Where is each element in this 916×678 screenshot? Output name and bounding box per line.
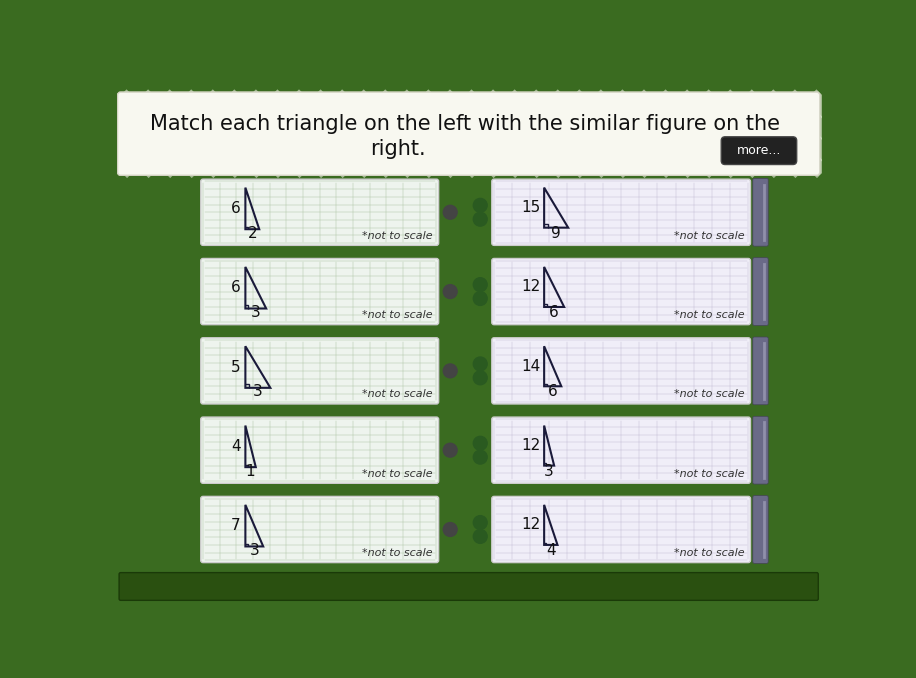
Circle shape bbox=[474, 371, 487, 384]
Text: 1: 1 bbox=[245, 464, 256, 479]
Text: 3: 3 bbox=[253, 384, 263, 399]
Circle shape bbox=[474, 450, 487, 464]
Text: 2: 2 bbox=[247, 226, 257, 241]
Text: *not to scale: *not to scale bbox=[362, 231, 432, 241]
Circle shape bbox=[474, 530, 487, 543]
Text: 4: 4 bbox=[546, 543, 556, 558]
Text: 14: 14 bbox=[522, 359, 541, 374]
Text: 15: 15 bbox=[522, 200, 541, 215]
Text: 6: 6 bbox=[231, 280, 241, 295]
Text: 6: 6 bbox=[548, 384, 558, 399]
FancyBboxPatch shape bbox=[753, 337, 769, 405]
Text: 12: 12 bbox=[522, 279, 541, 294]
Circle shape bbox=[474, 278, 487, 292]
Text: 3: 3 bbox=[544, 464, 554, 479]
Text: *not to scale: *not to scale bbox=[362, 548, 432, 558]
Circle shape bbox=[474, 516, 487, 530]
Text: 12: 12 bbox=[522, 517, 541, 532]
FancyBboxPatch shape bbox=[753, 496, 769, 563]
FancyBboxPatch shape bbox=[117, 92, 820, 176]
FancyBboxPatch shape bbox=[201, 258, 439, 325]
Text: 12: 12 bbox=[522, 438, 541, 453]
Text: *not to scale: *not to scale bbox=[673, 310, 745, 320]
Text: *not to scale: *not to scale bbox=[362, 389, 432, 399]
Text: *not to scale: *not to scale bbox=[673, 548, 745, 558]
FancyBboxPatch shape bbox=[492, 496, 750, 563]
FancyBboxPatch shape bbox=[119, 573, 818, 600]
FancyBboxPatch shape bbox=[492, 338, 750, 404]
Text: more...: more... bbox=[736, 144, 781, 157]
Text: 4: 4 bbox=[231, 439, 241, 454]
Circle shape bbox=[443, 523, 457, 536]
Circle shape bbox=[443, 285, 457, 298]
Circle shape bbox=[474, 292, 487, 305]
Text: *not to scale: *not to scale bbox=[673, 231, 745, 241]
Circle shape bbox=[443, 364, 457, 378]
FancyBboxPatch shape bbox=[492, 258, 750, 325]
Text: right.: right. bbox=[370, 139, 426, 159]
Text: *not to scale: *not to scale bbox=[362, 310, 432, 320]
FancyBboxPatch shape bbox=[753, 258, 769, 325]
Text: 9: 9 bbox=[551, 226, 561, 241]
Text: 7: 7 bbox=[231, 518, 241, 533]
FancyBboxPatch shape bbox=[492, 417, 750, 483]
FancyBboxPatch shape bbox=[753, 178, 769, 246]
Text: *not to scale: *not to scale bbox=[673, 468, 745, 479]
Text: 3: 3 bbox=[249, 543, 259, 558]
Circle shape bbox=[474, 437, 487, 450]
Circle shape bbox=[443, 205, 457, 219]
Text: 5: 5 bbox=[231, 359, 241, 374]
FancyBboxPatch shape bbox=[721, 137, 797, 165]
Text: *not to scale: *not to scale bbox=[362, 468, 432, 479]
Circle shape bbox=[474, 199, 487, 212]
FancyBboxPatch shape bbox=[201, 496, 439, 563]
Text: 6: 6 bbox=[550, 305, 559, 320]
Circle shape bbox=[443, 443, 457, 457]
FancyBboxPatch shape bbox=[753, 416, 769, 484]
Circle shape bbox=[474, 212, 487, 226]
Text: *not to scale: *not to scale bbox=[673, 389, 745, 399]
FancyBboxPatch shape bbox=[201, 179, 439, 245]
Text: Match each triangle on the left with the similar figure on the: Match each triangle on the left with the… bbox=[150, 114, 780, 134]
Text: 3: 3 bbox=[251, 305, 261, 320]
FancyBboxPatch shape bbox=[201, 417, 439, 483]
FancyBboxPatch shape bbox=[492, 179, 750, 245]
FancyBboxPatch shape bbox=[201, 338, 439, 404]
Text: 6: 6 bbox=[231, 201, 241, 216]
Circle shape bbox=[474, 357, 487, 371]
FancyBboxPatch shape bbox=[117, 92, 820, 176]
